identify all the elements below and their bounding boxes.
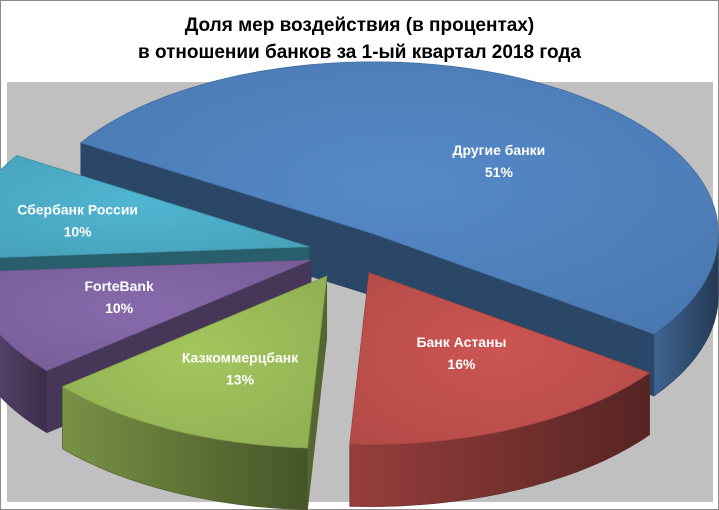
slice-top xyxy=(61,275,328,449)
slice-name-label: ForteBank xyxy=(85,278,154,294)
slice-value-label: 51% xyxy=(485,164,514,180)
pie-slice xyxy=(349,272,651,507)
slice-value-label: 16% xyxy=(447,356,476,372)
slice-top xyxy=(79,61,719,335)
slice-name-label: Казкоммерцбанк xyxy=(182,349,299,365)
data-labels: Другие банки 51% Банк Астаны 16% Казкоммерцб… xyxy=(17,142,545,387)
slice-top xyxy=(349,272,651,446)
slice-name-label: Сбербанк России xyxy=(17,201,138,217)
slice-value-label: 10% xyxy=(105,300,134,316)
slice-name-label: Другие банки xyxy=(453,142,546,158)
pie-slice xyxy=(61,275,328,510)
slice-top xyxy=(0,155,310,258)
slice-name-label: Банк Астаны xyxy=(416,334,506,350)
slice-value-label: 10% xyxy=(64,223,93,239)
slice-value-label: 13% xyxy=(226,371,255,387)
slice-top xyxy=(0,259,312,372)
chart-title-line-1: Доля мер воздействия (в процентах) xyxy=(184,15,535,36)
chart-title: Доля мер воздействия (в процентах) в отн… xyxy=(0,12,719,66)
chart-title-line-2: в отношении банков за 1-ый квартал 2018 … xyxy=(138,42,581,63)
